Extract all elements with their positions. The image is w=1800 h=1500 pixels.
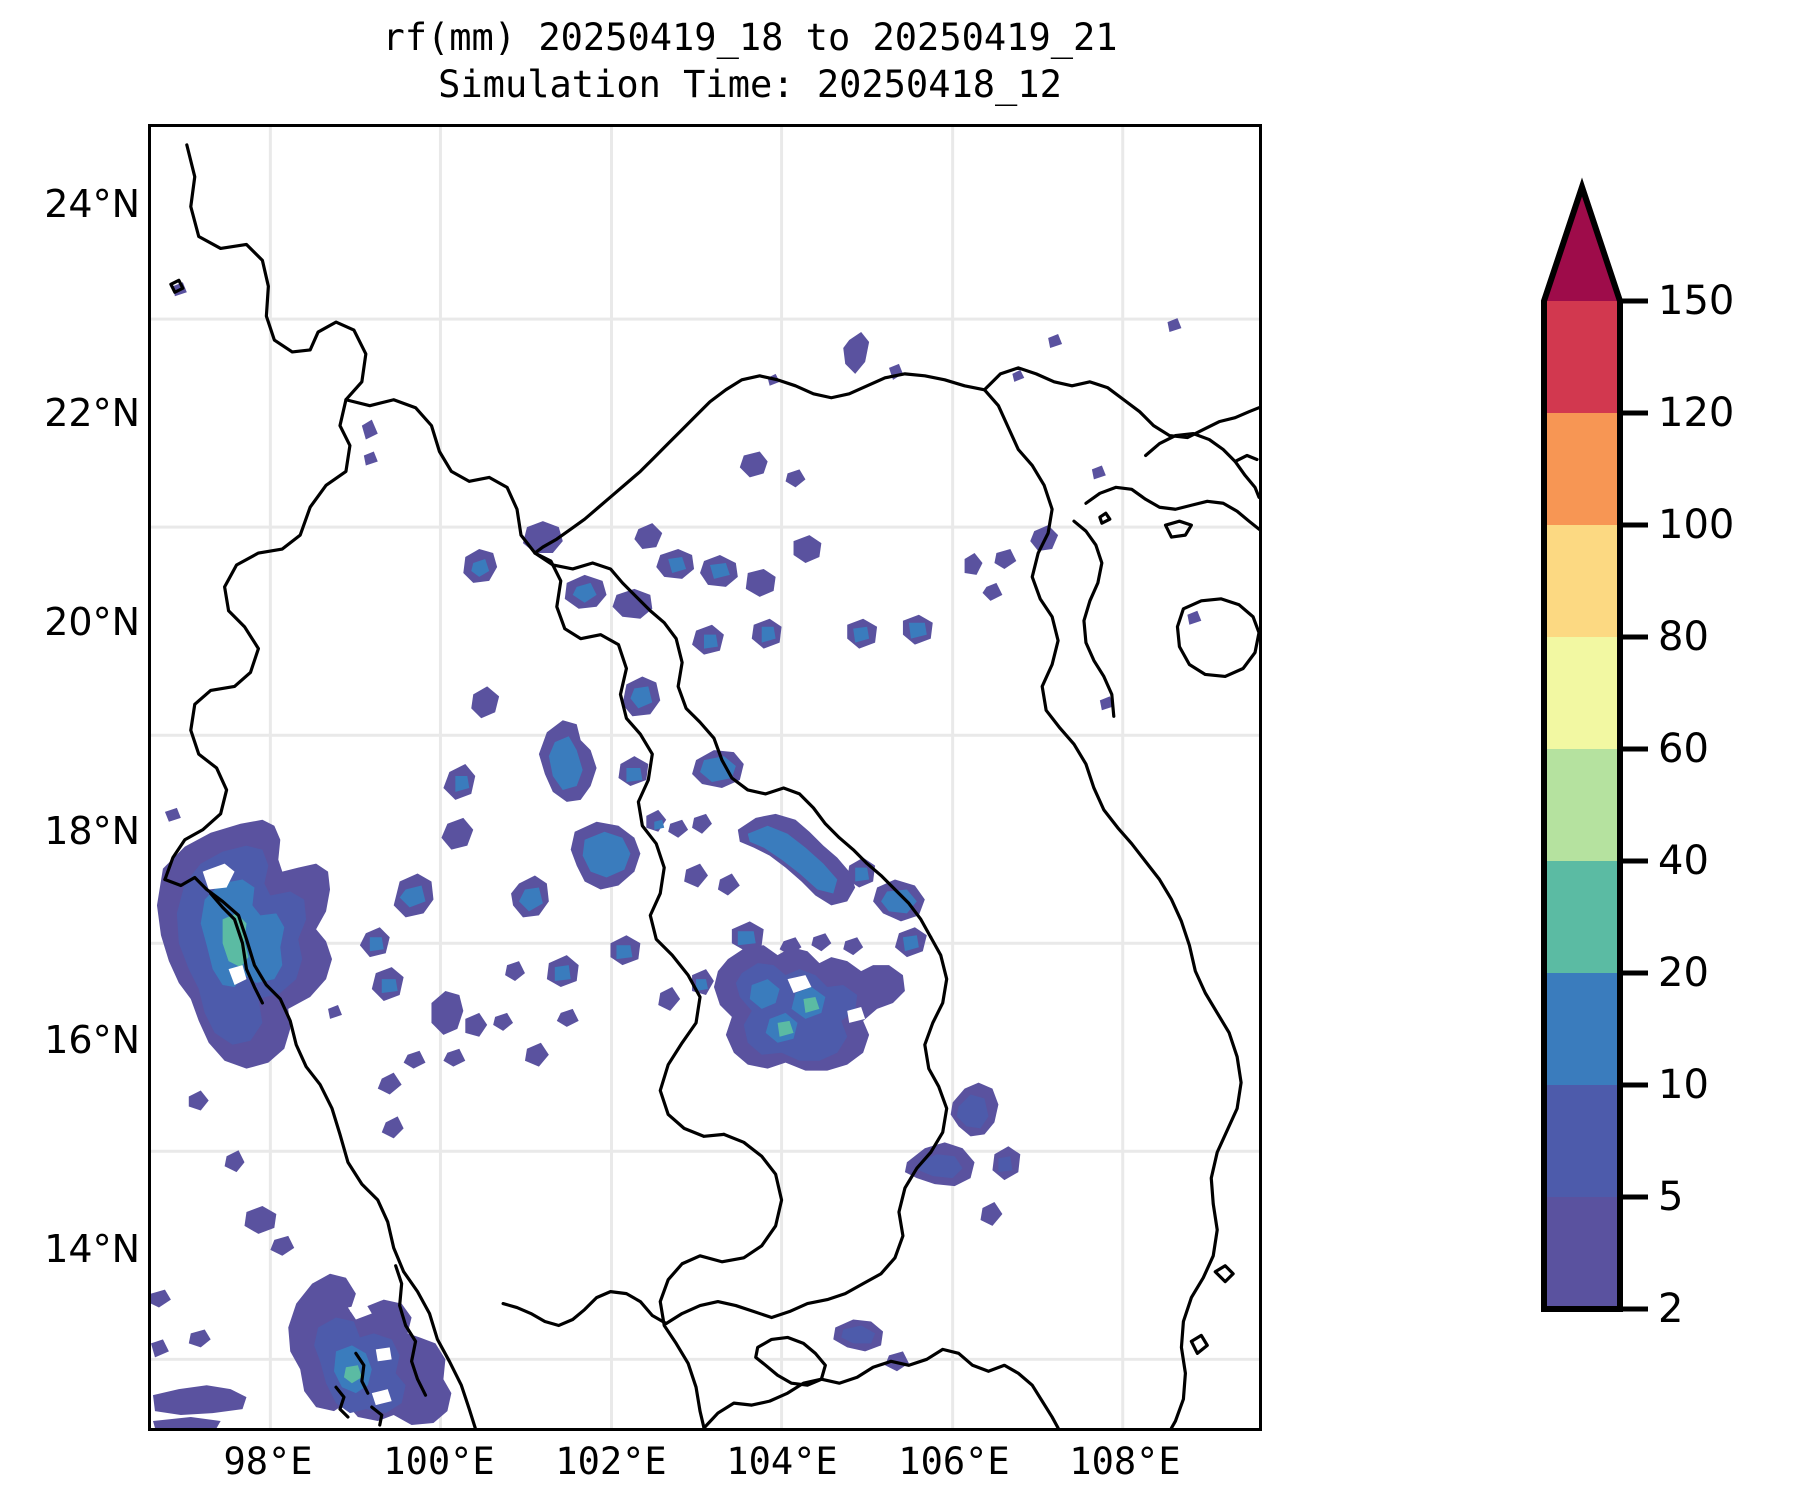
colorbar: 150 120 100 80 60 40 20 10 5 2 (1524, 124, 1800, 1431)
colorbar-bands (1544, 187, 1620, 1309)
map-svg (151, 127, 1259, 1428)
colorbar-outline (1541, 177, 1623, 1312)
x-tick-label-106E: 106°E (898, 1440, 1010, 1483)
colorbar-tick-label-60: 60 (1658, 726, 1709, 772)
x-tick-label-108E: 108°E (1069, 1440, 1181, 1483)
colorbar-tick-label-80: 80 (1658, 614, 1709, 660)
rainfall-contours (151, 282, 1202, 1428)
y-tick-label-18N: 18°N (44, 809, 140, 853)
colorbar-tick-label-10: 10 (1658, 1062, 1709, 1108)
chart-title: rf(mm) 20250419_18 to 20250419_21 Simula… (0, 14, 1500, 109)
colorbar-ticks (1620, 298, 1648, 1312)
cbar-band-80-100 (1544, 525, 1620, 637)
title-line-2: Simulation Time: 20250418_12 (438, 63, 1062, 107)
cbar-band-100-120 (1544, 413, 1620, 525)
y-tick-label-24N: 24°N (44, 182, 140, 226)
coastlines-and-borders (163, 143, 1259, 1428)
title-line-1: rf(mm) 20250419_18 to 20250419_21 (382, 16, 1118, 59)
colorbar-tick-label-5: 5 (1658, 1174, 1684, 1220)
cbar-band-5-10 (1544, 1085, 1620, 1197)
cbar-band-120-150 (1544, 301, 1620, 413)
colorbar-tick-label-40: 40 (1658, 838, 1709, 884)
colorbar-tick-label-20: 20 (1658, 950, 1709, 996)
y-tick-label-20N: 20°N (44, 600, 140, 644)
y-tick-label-22N: 22°N (44, 391, 140, 435)
map-plot-area (148, 124, 1262, 1431)
colorbar-tick-label-2: 2 (1658, 1286, 1684, 1332)
map-gridlines (151, 127, 1259, 1428)
x-tick-label-100E: 100°E (383, 1440, 495, 1483)
cbar-band-10-20 (1544, 973, 1620, 1085)
cbar-band-2-5 (1544, 1197, 1620, 1309)
colorbar-tick-label-100: 100 (1658, 502, 1735, 548)
cbar-band-40-60 (1544, 749, 1620, 861)
colorbar-svg (1541, 177, 1648, 1312)
y-tick-label-16N: 16°N (44, 1018, 140, 1062)
cbar-band-20-40 (1544, 861, 1620, 973)
x-tick-label-102E: 102°E (555, 1440, 667, 1483)
cbar-band-over-150 (1544, 187, 1620, 301)
colorbar-tick-label-120: 120 (1658, 390, 1735, 436)
colorbar-tick-label-150: 150 (1658, 278, 1735, 324)
x-tick-label-104E: 104°E (726, 1440, 838, 1483)
y-tick-label-14N: 14°N (44, 1227, 140, 1271)
x-tick-label-98E: 98°E (223, 1440, 313, 1483)
cbar-band-60-80 (1544, 637, 1620, 749)
